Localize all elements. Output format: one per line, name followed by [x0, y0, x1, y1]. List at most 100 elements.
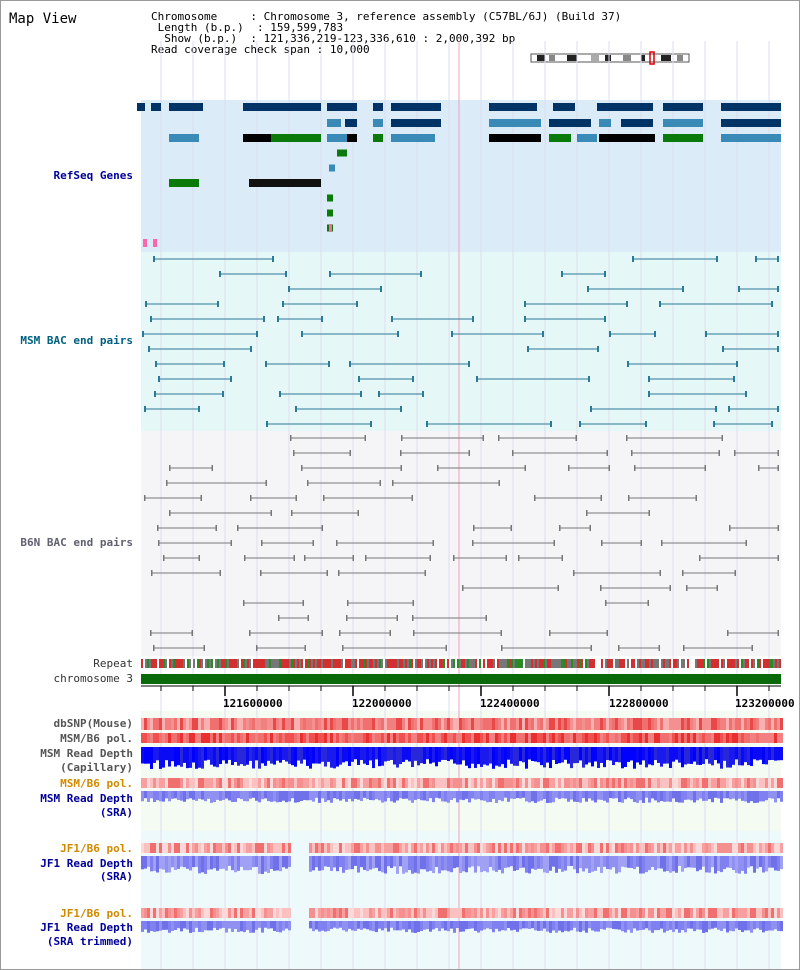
b6n-bac-end: [669, 585, 671, 591]
jf1-depth-trim-bar: [321, 921, 324, 931]
axis-tick-label: 121600000: [223, 697, 283, 710]
jf1-pol2-cell: [651, 908, 654, 918]
jf1-depth-sra-bar: [450, 856, 453, 873]
msm-depth-sra-bar: [381, 791, 384, 803]
repeat-segment: [615, 659, 617, 668]
jf1-depth-trim-bar: [528, 921, 531, 929]
jf1-depth-trim-bar: [510, 921, 513, 931]
msm-depth-sra-bar: [210, 791, 213, 803]
dbsnp-cell: [669, 718, 672, 730]
msm-b6-pol-cell: [480, 733, 483, 743]
jf1-pol2-cell: [639, 908, 642, 918]
jf1-depth-trim-bar: [348, 921, 351, 929]
dbsnp-cell: [402, 718, 405, 730]
label-b6n-bac[interactable]: B6N BAC end pairs: [20, 536, 133, 549]
jf1-pol2-cell: [219, 908, 222, 918]
msm-depth-sra-bar: [162, 791, 165, 802]
dbsnp-cell: [420, 718, 423, 730]
jf1-depth-sra-bar: [771, 856, 774, 868]
repeat-segment: [195, 659, 197, 668]
msm-depth-capillary-bar: [651, 747, 654, 766]
jf1-pol2-cell: [495, 908, 498, 918]
jf1-pol2-cell: [723, 908, 726, 918]
jf1-pol2-cell: [642, 908, 645, 918]
jf1-depth-sra-bar: [732, 856, 735, 871]
axis-tick-label: 122000000: [352, 697, 412, 710]
jf1-pol2-cell: [597, 908, 600, 918]
b6n-bac-track[interactable]: [144, 435, 779, 651]
jf1-pol-cell: [759, 843, 762, 853]
jf1-pol-cell: [702, 843, 705, 853]
repeat-segment: [409, 659, 411, 668]
jf1-depth-sra-bar: [210, 856, 213, 870]
dbsnp-cell: [780, 718, 783, 730]
repeat-segment: [643, 659, 645, 668]
msm-b6-pol2-cell: [168, 778, 171, 788]
msm-b6-pol2-cell: [249, 778, 252, 788]
jf1-depth-sra-bar: [348, 856, 351, 870]
jf1-depth-trim-bar: [198, 921, 201, 932]
jf1-depth-trim-bar: [648, 921, 651, 931]
msm-b6-pol-cell: [459, 733, 462, 743]
b6n-bac-end: [586, 510, 588, 516]
msm-b6-pol2-cell: [636, 778, 639, 788]
repeat-segment: [333, 659, 335, 668]
msm-b6-pol-cell: [504, 733, 507, 743]
msm-b6-pol2-cell: [621, 778, 624, 788]
msm-depth-sra-bar: [324, 791, 327, 802]
jf1-depth-sra-bar: [309, 856, 312, 872]
msm-depth-capillary-bar: [594, 747, 597, 762]
dbsnp-cell: [180, 718, 183, 730]
repeat-segment: [633, 659, 635, 668]
dbsnp-cell: [693, 718, 696, 730]
jf1-depth-trim-bar: [633, 921, 636, 929]
jf1-pol-cell: [444, 843, 447, 853]
jf1-depth-trim-bar: [738, 921, 741, 930]
dbsnp-cell: [483, 718, 486, 730]
msm-bac-end: [597, 346, 599, 352]
refseq-transcript: [721, 119, 781, 127]
msm-depth-sra-bar: [702, 791, 705, 801]
msm-depth-sra-bar: [621, 791, 624, 803]
msm-b6-pol-cell: [513, 733, 516, 743]
b6n-bac-end: [534, 495, 536, 501]
jf1-pol-cell: [765, 843, 768, 853]
jf1-depth-trim-bar: [435, 921, 438, 928]
jf1-pol2-cell: [669, 908, 672, 918]
jf1-depth-sra-bar: [441, 856, 444, 871]
jf1-pol2-cell: [405, 908, 408, 918]
msm-depth-capillary-bar: [432, 747, 435, 763]
repeat-segment: [187, 659, 189, 668]
repeat-segment: [723, 659, 725, 668]
msm-depth-sra-bar: [225, 791, 228, 799]
jf1-pol2-cell: [630, 908, 633, 918]
msm-depth-capillary-bar: [171, 747, 174, 762]
repeat-segment: [759, 659, 761, 668]
jf1-depth-sra-bar: [678, 856, 681, 866]
jf1-pol2-cell: [756, 908, 759, 918]
msm-bac-end: [420, 271, 422, 277]
repeat-segment: [747, 659, 749, 668]
jf1-depth-sra-bar: [750, 856, 753, 867]
jf1-pol-cell: [396, 843, 399, 853]
jf1-pol-cell: [381, 843, 384, 853]
refseq-genes-track[interactable]: [137, 103, 781, 247]
msm-bac-track[interactable]: [142, 256, 779, 427]
msm-depth-capillary-bar: [459, 747, 462, 765]
msm-depth-capillary-bar: [624, 747, 627, 768]
refseq-marker: [329, 224, 332, 232]
jf1-pol-cell: [204, 843, 207, 853]
msm-depth-sra-bar: [486, 791, 489, 803]
jf1-depth-trim-bar: [498, 921, 501, 932]
jf1-pol-cell: [636, 843, 639, 853]
jf1-pol-cell: [354, 843, 357, 853]
repeat-segment: [205, 659, 207, 668]
label-refseq-genes[interactable]: RefSeq Genes: [53, 169, 133, 182]
b6n-bac-end: [600, 585, 602, 591]
jf1-depth-trim-bar: [675, 921, 678, 930]
msm-b6-pol-cell: [189, 733, 192, 743]
repeat-segment: [351, 659, 353, 668]
label-msm-bac[interactable]: MSM BAC end pairs: [20, 334, 133, 347]
dbsnp-cell: [525, 718, 528, 730]
jf1-depth-trim-bar: [201, 921, 204, 933]
